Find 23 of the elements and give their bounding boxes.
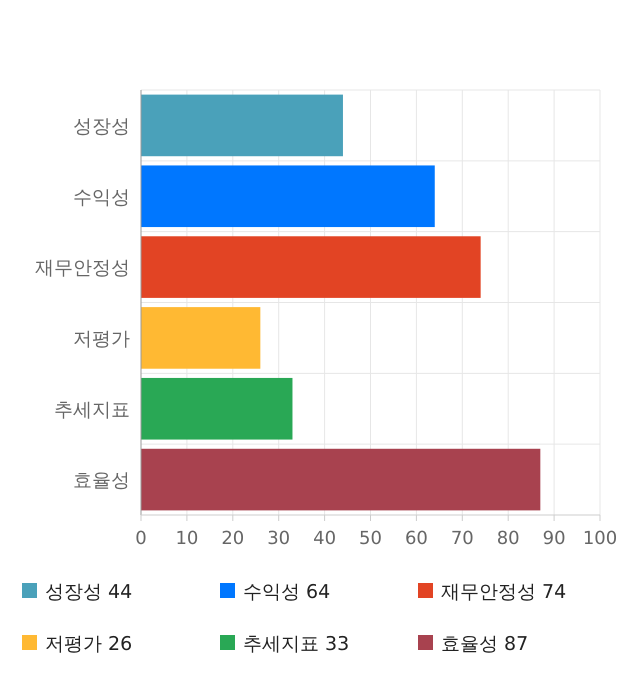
x-tick-label: 10 [175, 528, 198, 549]
x-tick-label: 70 [450, 528, 474, 549]
y-tick-label: 저평가 [73, 328, 130, 350]
legend-label: 성장성 44 [45, 581, 132, 603]
x-tick-label: 20 [221, 528, 244, 549]
x-tick-label: 0 [135, 528, 147, 549]
x-tick-label: 40 [313, 528, 336, 549]
y-tick-label: 추세지표 [54, 398, 130, 421]
y-tick-label: 성장성 [73, 115, 130, 138]
legend-label: 수익성 64 [243, 581, 330, 603]
x-tick-label: 80 [496, 528, 520, 549]
y-tick-label: 재무안정성 [35, 257, 130, 280]
legend-label: 추세지표 33 [243, 633, 350, 655]
x-tick-label: 50 [359, 528, 382, 549]
legend-label: 저평가 26 [45, 633, 132, 655]
x-tick-label: 30 [267, 528, 290, 549]
legend-label: 재무안정성 74 [441, 581, 566, 603]
x-tick-label: 90 [542, 528, 566, 549]
x-tick-label: 60 [404, 528, 428, 549]
y-tick-label: 효율성 [73, 470, 130, 492]
x-tick-label: 100 [582, 528, 618, 549]
y-tick-label: 수익성 [73, 186, 130, 208]
legend-label: 효율성 87 [441, 633, 528, 655]
